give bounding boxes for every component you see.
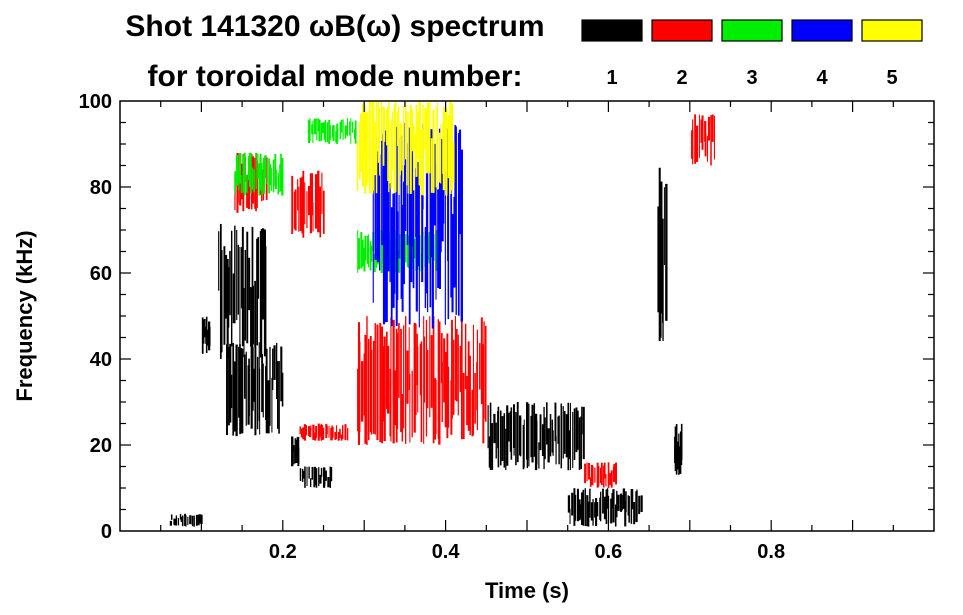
x-tick-label: 0.2	[269, 541, 297, 563]
y-tick-label: 60	[90, 263, 112, 285]
feature-mode-1-6	[487, 402, 585, 471]
axis-ticks: 0.2 0.4 0.6 0.8 0 20 40 60 80 100	[79, 91, 934, 563]
y-tick-label: 40	[90, 349, 112, 371]
feature-mode-3-16	[234, 152, 284, 196]
feature-mode-5-20	[356, 101, 455, 196]
y-tick-label: 20	[90, 435, 112, 457]
legend-label-2: 2	[676, 67, 687, 89]
x-tick-label: 0.6	[594, 541, 622, 563]
legend-label-4: 4	[816, 67, 828, 89]
feature-mode-1-5	[291, 436, 300, 467]
feature-mode-1-9	[674, 423, 683, 476]
legend-swatch-2	[651, 19, 713, 42]
chart-title-line2: for toroidal mode number:	[148, 60, 523, 93]
legend-label-5: 5	[886, 67, 897, 89]
x-tick-label: 0.4	[432, 541, 461, 563]
feature-mode-1-1	[218, 223, 267, 359]
y-tick-label: 100	[79, 91, 112, 113]
chart-title-line1: Shot 141320 ωB(ω) spectrum	[125, 10, 544, 43]
feature-mode-2-12	[299, 423, 349, 441]
y-axis-label: Frequency (kHz)	[12, 230, 37, 401]
legend-swatch-4	[791, 19, 853, 42]
x-tick-label: 0.8	[757, 541, 785, 563]
feature-mode-1-2	[226, 342, 284, 437]
feature-mode-2-13	[357, 316, 487, 445]
legend-label-1: 1	[606, 67, 617, 89]
y-tick-label: 0	[101, 521, 112, 543]
feature-mode-4-19	[372, 122, 463, 329]
legend: 1 2 3 4 5	[581, 19, 923, 89]
feature-mode-1-4	[299, 466, 333, 488]
legend-swatch-3	[721, 19, 783, 42]
legend-swatch-5	[861, 19, 923, 42]
x-axis-label: Time (s)	[485, 578, 569, 603]
feature-mode-3-17	[307, 118, 357, 144]
feature-mode-2-14	[584, 462, 618, 488]
feature-mode-1-8	[657, 167, 668, 342]
legend-label-3: 3	[746, 67, 757, 89]
feature-mode-2-15	[691, 114, 716, 166]
feature-mode-1-3	[169, 513, 203, 527]
y-tick-label: 80	[90, 177, 112, 199]
feature-mode-1-0	[201, 316, 211, 354]
feature-mode-1-7	[567, 488, 643, 527]
legend-swatch-1	[581, 19, 643, 42]
feature-mode-2-11	[291, 170, 325, 238]
spectrum-data	[169, 101, 716, 527]
